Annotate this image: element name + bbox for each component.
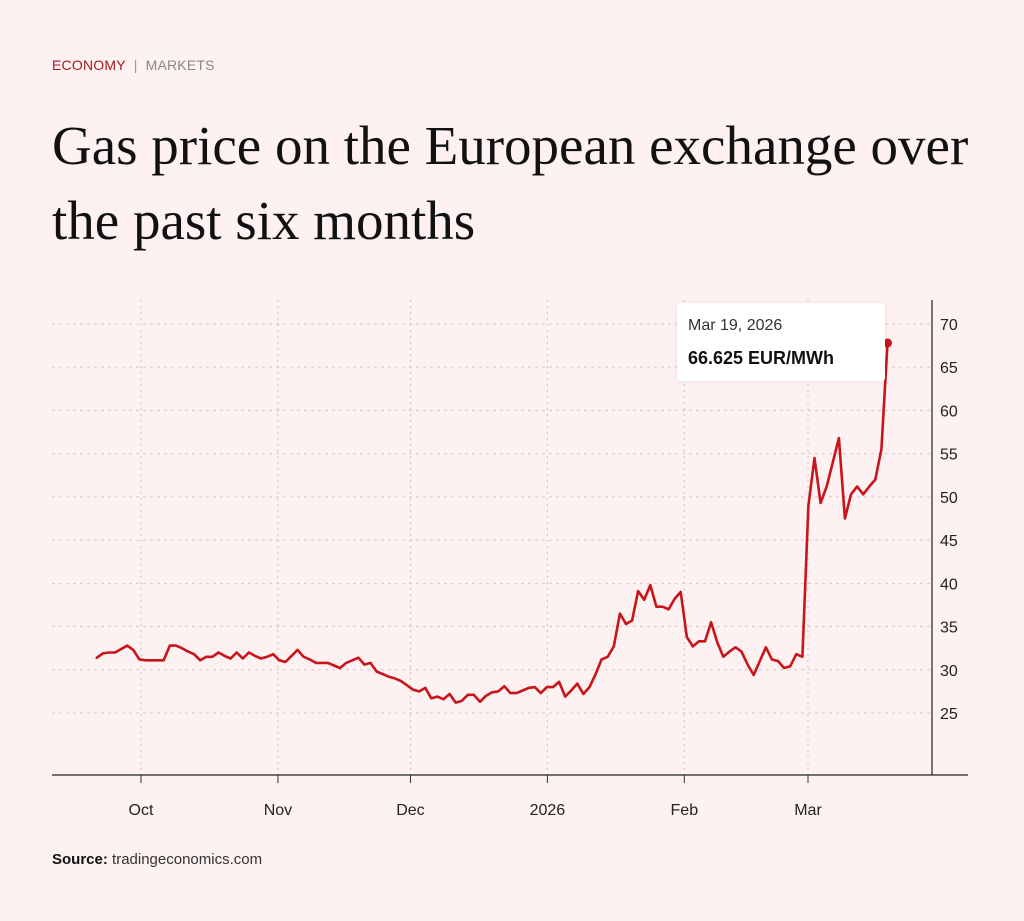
- axes: [52, 300, 968, 776]
- y-tick-label: 45: [940, 533, 958, 550]
- breadcrumb: ECONOMY | MARKETS: [52, 57, 215, 73]
- x-tick-label: Oct: [129, 802, 154, 819]
- y-tick-label: 35: [940, 620, 958, 637]
- y-tick-label: 40: [940, 576, 958, 593]
- y-tick-label: 25: [940, 706, 958, 723]
- source-link[interactable]: tradingeconomics.com: [112, 851, 263, 868]
- source-label: Source:: [52, 851, 108, 868]
- x-tick-label: Mar: [794, 802, 822, 819]
- tooltip-value: 66.625 EUR/MWh: [688, 348, 835, 368]
- x-tick-label: Nov: [264, 802, 292, 819]
- x-axis-ticks: Oct Nov Dec 2026 Feb Mar: [129, 775, 822, 819]
- series-line: [95, 341, 889, 704]
- y-tick-label: 30: [940, 663, 958, 680]
- x-tick-label: Feb: [671, 802, 699, 819]
- y-tick-label: 65: [940, 360, 958, 377]
- y-axis-ticks: 25 30 35 40 45 50 55 60 65 70: [940, 317, 958, 723]
- data-tooltip: Mar 19, 2026 66.625 EUR/MWh: [677, 303, 885, 381]
- page-title: Gas price on the European exchange over …: [52, 115, 969, 251]
- y-tick-label: 70: [940, 317, 958, 334]
- subsection-link[interactable]: MARKETS: [145, 57, 215, 73]
- source-note: Source: tradingeconomics.com: [52, 851, 262, 868]
- tooltip-date: Mar 19, 2026: [688, 317, 783, 334]
- x-tick-label: 2026: [530, 802, 566, 819]
- breadcrumb-separator: |: [133, 57, 138, 73]
- section-link[interactable]: ECONOMY: [52, 57, 126, 73]
- highlight-point[interactable]: [883, 338, 893, 348]
- y-tick-label: 60: [940, 403, 958, 420]
- y-tick-label: 50: [940, 490, 958, 507]
- x-tick-label: Dec: [396, 802, 424, 819]
- y-tick-label: 55: [940, 447, 958, 464]
